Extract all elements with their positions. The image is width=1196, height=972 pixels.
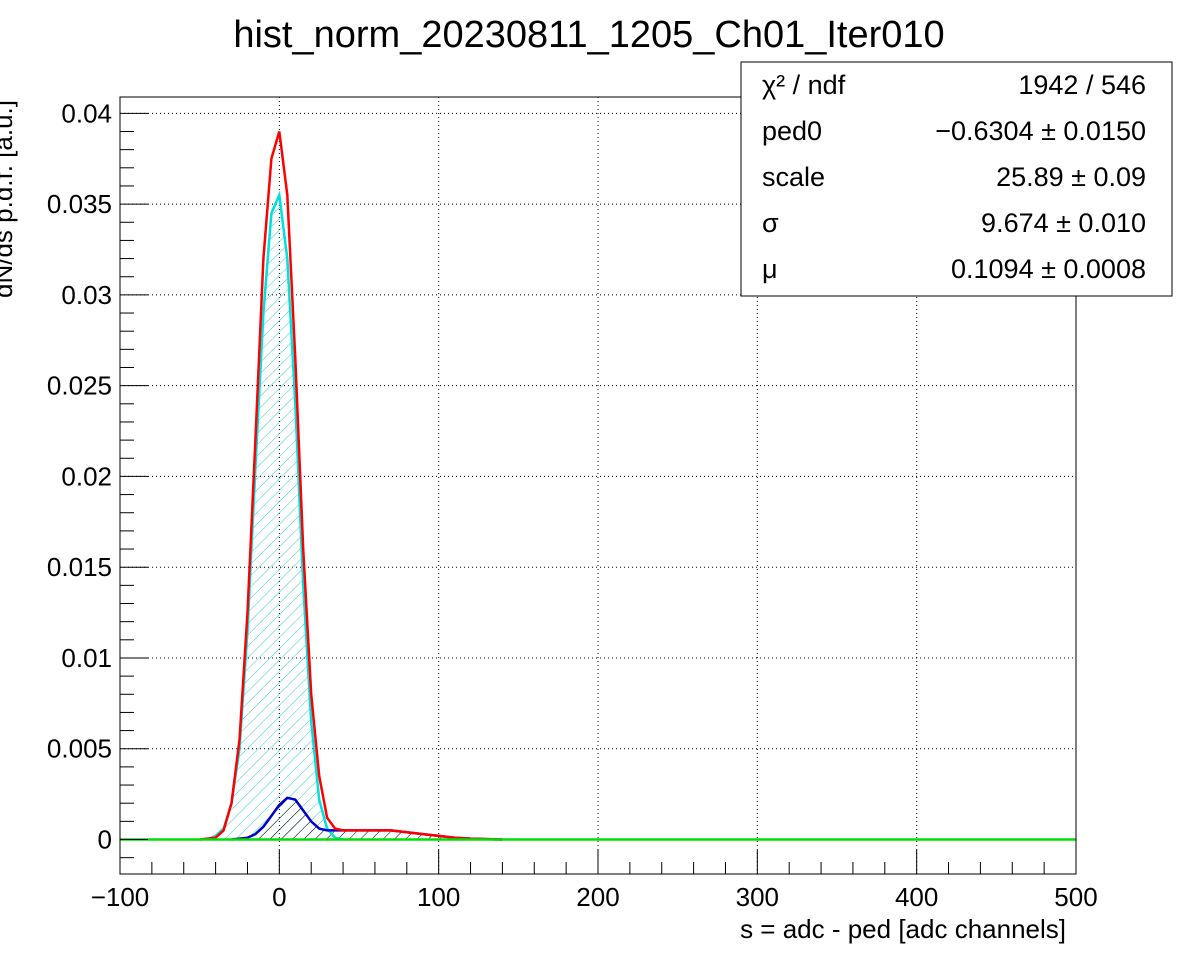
total-fit-curve (199, 131, 503, 841)
y-tick-label: 0 (98, 825, 112, 855)
stats-label: μ (762, 254, 778, 284)
stats-label: χ² / ndf (762, 70, 846, 100)
stats-value: 0.1094 ± 0.0008 (951, 254, 1146, 284)
x-tick-label: −100 (91, 882, 150, 912)
stats-label: scale (762, 162, 825, 192)
stats-value: 9.674 ± 0.010 (981, 208, 1146, 238)
stats-box: χ² / ndf 1942 / 546 ped0 −0.6304 ± 0.0150 sc… (740, 61, 1173, 297)
y-tick-label: 0.025 (47, 371, 112, 401)
chart-title: hist_norm_20230811_1205_Ch01_Iter010 (233, 14, 944, 56)
stats-value: 1942 / 546 (1018, 70, 1146, 100)
y-tick-label: 0.005 (47, 734, 112, 764)
x-tick-label: 300 (736, 882, 779, 912)
y-tick-label: 0.015 (47, 552, 112, 582)
series-layer (120, 131, 1076, 841)
y-axis-label: dN/ds p.d.f. [a.u.] (0, 100, 18, 298)
signal-area (231, 797, 503, 840)
x-tick-label: 0 (272, 882, 286, 912)
stats-box-rows: χ² / ndf 1942 / 546 ped0 −0.6304 ± 0.0150 sc… (762, 70, 1146, 284)
x-tick-label: 400 (895, 882, 938, 912)
y-tick-label: 0.03 (61, 280, 112, 310)
x-tick-label: 500 (1054, 882, 1097, 912)
axis-tick-labels: −100 0 100 200 300 400 500 0 0.005 0.01 0.015 0.02 0… (47, 98, 1098, 912)
stats-box-frame (740, 61, 1173, 297)
y-tick-label: 0.02 (61, 461, 112, 491)
stats-label: ped0 (762, 116, 822, 146)
x-axis-label: s = adc - ped [adc channels] (740, 914, 1066, 944)
pedestal-area (207, 195, 344, 840)
y-tick-label: 0.01 (61, 643, 112, 673)
stats-label: σ (762, 208, 779, 238)
stats-value: 25.89 ± 0.09 (996, 162, 1146, 192)
x-tick-label: 100 (417, 882, 460, 912)
axis-ticks (119, 112, 1077, 874)
stats-value: −0.6304 ± 0.0150 (935, 116, 1146, 146)
x-tick-label: 200 (576, 882, 619, 912)
y-tick-label: 0.04 (61, 98, 112, 128)
y-tick-label: 0.035 (47, 189, 112, 219)
